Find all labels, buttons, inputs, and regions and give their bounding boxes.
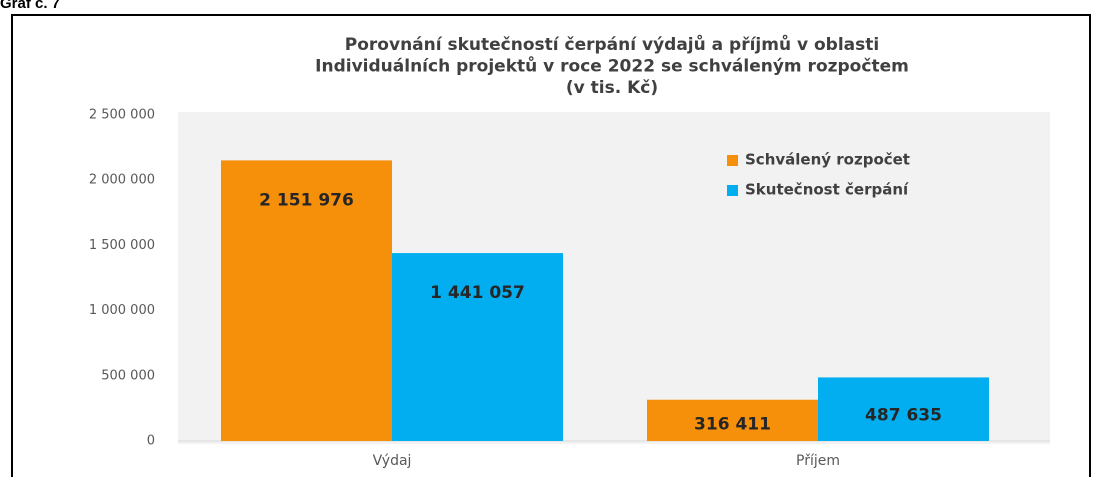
x-tick-label: Výdaj (373, 453, 412, 469)
bar (647, 399, 818, 441)
legend-label: Skutečnost čerpání (745, 181, 909, 199)
y-tick-label: 2 000 000 (89, 173, 155, 188)
data-label: 316 411 (694, 414, 771, 434)
legend-swatch (727, 155, 738, 166)
data-label: 1 441 057 (430, 283, 525, 303)
x-tick-label: Příjem (796, 453, 840, 469)
bar (392, 253, 563, 441)
bar (221, 160, 392, 441)
chart-title: Individuálních projektů v roce 2022 se s… (315, 55, 909, 77)
y-tick-label: 0 (147, 434, 155, 449)
chart-title: Porovnání skutečností čerpání výdajů a p… (345, 33, 879, 55)
y-tick-label: 1 500 000 (89, 238, 155, 253)
legend-label: Schválený rozpočet (745, 151, 910, 169)
y-tick-label: 500 000 (101, 368, 155, 383)
data-label: 487 635 (865, 406, 942, 426)
data-label: 2 151 976 (259, 190, 354, 210)
chart-title: (v tis. Kč) (566, 78, 658, 98)
caption: Graf č. 7 (0, 0, 60, 12)
bar (818, 377, 989, 441)
y-tick-label: 2 500 000 (89, 108, 155, 123)
legend-swatch (727, 185, 738, 196)
y-tick-label: 1 000 000 (89, 303, 155, 318)
frame (11, 14, 1091, 477)
